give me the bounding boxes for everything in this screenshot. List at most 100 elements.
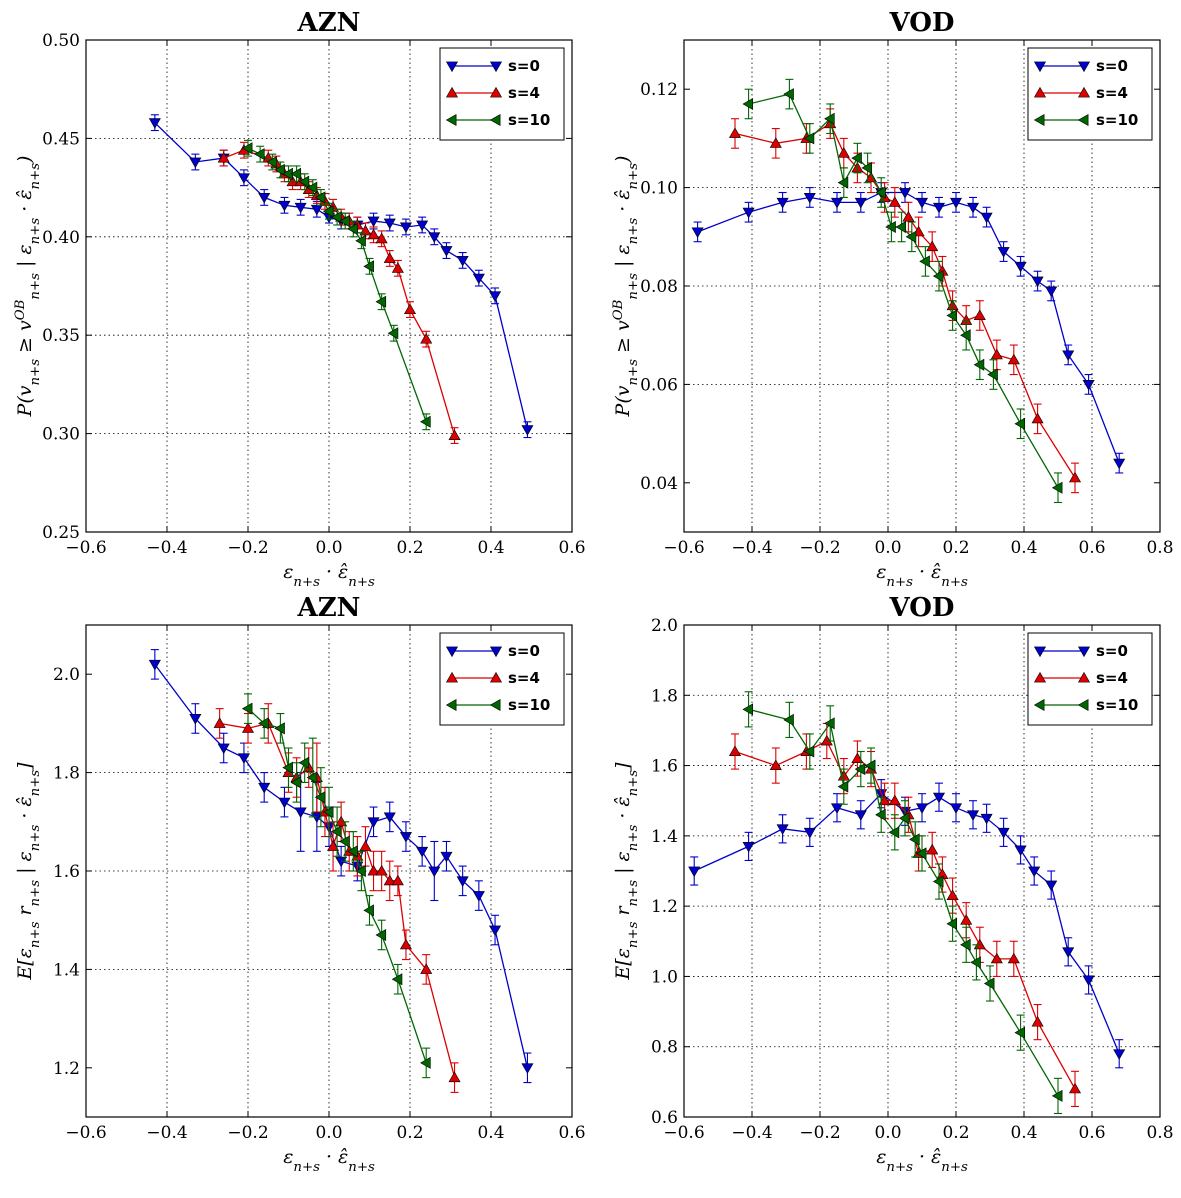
- series-s=10: [241, 139, 431, 431]
- y-tick-label: 0.12: [640, 80, 678, 100]
- data-point: [932, 270, 944, 283]
- legend-box: [439, 47, 565, 141]
- data-point: [878, 794, 891, 806]
- y-tick-label: 1.2: [651, 897, 678, 917]
- data-point: [1031, 412, 1044, 424]
- legend-marker: [1033, 61, 1047, 73]
- y-axis-label: P(vn+s ≥ vOBn+s | εn+s · ε̂n+s): [611, 156, 641, 418]
- legend-marker: [489, 671, 503, 683]
- x-tick-label: 0.2: [396, 1123, 423, 1143]
- data-point: [1031, 276, 1044, 288]
- legend-marker: [1077, 86, 1091, 98]
- legend-marker: [489, 646, 503, 658]
- x-tick-label: 0.6: [1078, 1123, 1105, 1143]
- data-point: [973, 309, 986, 320]
- data-point: [1014, 261, 1027, 273]
- x-tick-label: −0.6: [663, 538, 704, 558]
- data-point: [837, 780, 849, 793]
- series-s=10: [742, 78, 1063, 504]
- x-tick-label: 0.2: [396, 538, 423, 558]
- legend-marker: [1033, 671, 1047, 683]
- legend-marker: [445, 113, 457, 127]
- data-point: [987, 368, 998, 381]
- data-point: [213, 717, 226, 728]
- data-point: [294, 807, 307, 819]
- data-point: [1051, 1089, 1063, 1102]
- data-point: [258, 193, 271, 204]
- x-tick-label: −0.6: [65, 1123, 106, 1143]
- data-point: [830, 197, 844, 209]
- y-tick-label: 1.6: [53, 862, 80, 882]
- data-point: [420, 1056, 431, 1069]
- y-tick-label: 0.04: [640, 474, 678, 494]
- data-point: [258, 717, 269, 730]
- data-point: [905, 230, 917, 243]
- data-point: [241, 722, 255, 733]
- legend-label: s=10: [508, 696, 550, 714]
- data-point: [367, 864, 380, 876]
- data-point: [383, 218, 396, 230]
- y-tick-label: 0.45: [42, 129, 80, 149]
- data-point: [456, 255, 469, 267]
- y-tick-label: 0.30: [42, 425, 80, 445]
- data-point: [1068, 1082, 1082, 1094]
- data-point: [489, 291, 502, 302]
- series-line: [734, 740, 1076, 1090]
- series-s=0: [688, 779, 1126, 1069]
- data-point: [837, 147, 850, 158]
- data-point: [399, 222, 412, 234]
- legend-marker: [1077, 113, 1089, 127]
- data-point: [783, 88, 794, 101]
- legend-label: s=10: [1096, 696, 1138, 714]
- data-point: [391, 874, 404, 886]
- series-line: [154, 122, 529, 430]
- data-point: [915, 803, 929, 814]
- data-point: [973, 938, 986, 950]
- data-point: [306, 181, 318, 194]
- series-s=10: [241, 693, 431, 1079]
- data-point: [241, 142, 253, 155]
- series-s=0: [148, 114, 534, 439]
- data-point: [946, 917, 958, 930]
- data-point: [310, 812, 323, 823]
- data-point: [383, 252, 396, 263]
- data-point: [440, 246, 453, 257]
- x-tick-label: −0.4: [731, 538, 772, 558]
- data-point: [330, 211, 342, 224]
- data-point: [803, 745, 815, 758]
- data-point: [691, 227, 704, 238]
- legend-box: [1027, 632, 1153, 726]
- y-tick-label: 2.0: [651, 616, 678, 636]
- y-tick-label: 1.8: [53, 764, 80, 784]
- x-axis-label: εn+s · ε̂n+s: [283, 1146, 375, 1175]
- legend-marker: [1077, 698, 1089, 712]
- y-tick-label: 1.8: [651, 686, 678, 706]
- data-point: [1082, 379, 1095, 391]
- data-point: [983, 977, 995, 990]
- y-axis-label: P(vn+s ≥ vOBn+s | εn+s · ε̂n+s): [13, 156, 43, 418]
- data-point: [1082, 975, 1095, 987]
- y-tick-label: 1.4: [53, 960, 80, 980]
- data-point: [327, 840, 340, 851]
- chart-panel-2: −0.6 −0.4 −0.2 0.0 0.2 0.4 0.6 0.8 0.04 0.06 0.08 0…: [611, 8, 1174, 590]
- chart-title: AZN: [297, 593, 361, 623]
- data-point: [926, 843, 939, 855]
- data-point: [946, 889, 959, 901]
- data-point: [854, 810, 867, 821]
- x-tick-label: −0.6: [65, 538, 106, 558]
- data-point: [237, 173, 250, 184]
- y-tick-label: 1.4: [651, 827, 678, 847]
- x-tick-label: −0.2: [799, 538, 840, 558]
- series-line: [247, 708, 427, 1064]
- data-point: [1045, 286, 1058, 298]
- data-point: [1113, 1049, 1126, 1060]
- data-point: [355, 234, 366, 247]
- y-tick-label: 0.06: [640, 375, 678, 395]
- data-point: [898, 812, 910, 825]
- data-point: [837, 176, 849, 189]
- data-point: [359, 840, 372, 851]
- y-tick-label: 0.08: [640, 277, 678, 297]
- data-point: [375, 295, 387, 308]
- data-point: [375, 864, 388, 876]
- x-tick-label: 0.0: [874, 1123, 901, 1143]
